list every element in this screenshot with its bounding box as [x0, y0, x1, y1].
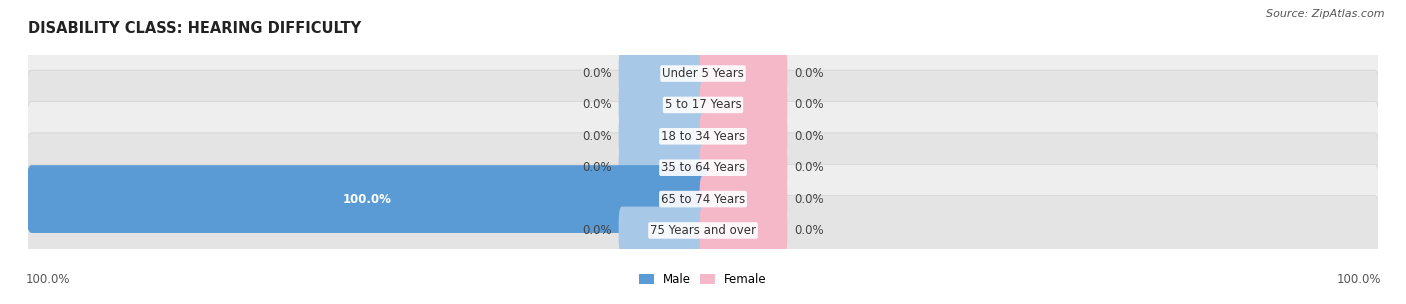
Text: 65 to 74 Years: 65 to 74 Years — [661, 192, 745, 206]
FancyBboxPatch shape — [700, 175, 787, 223]
Text: DISABILITY CLASS: HEARING DIFFICULTY: DISABILITY CLASS: HEARING DIFFICULTY — [28, 21, 361, 36]
FancyBboxPatch shape — [27, 70, 1379, 140]
FancyBboxPatch shape — [27, 102, 1379, 171]
Text: 0.0%: 0.0% — [794, 161, 824, 174]
Text: 18 to 34 Years: 18 to 34 Years — [661, 130, 745, 143]
Text: 75 Years and over: 75 Years and over — [650, 224, 756, 237]
FancyBboxPatch shape — [619, 207, 706, 254]
Text: 5 to 17 Years: 5 to 17 Years — [665, 98, 741, 112]
Text: 0.0%: 0.0% — [794, 130, 824, 143]
FancyBboxPatch shape — [700, 112, 787, 160]
Text: 0.0%: 0.0% — [582, 161, 612, 174]
FancyBboxPatch shape — [700, 50, 787, 97]
FancyBboxPatch shape — [619, 81, 706, 129]
Text: 0.0%: 0.0% — [794, 224, 824, 237]
FancyBboxPatch shape — [700, 207, 787, 254]
Legend: Male, Female: Male, Female — [640, 273, 766, 286]
FancyBboxPatch shape — [700, 144, 787, 192]
FancyBboxPatch shape — [27, 165, 709, 233]
Text: Under 5 Years: Under 5 Years — [662, 67, 744, 80]
FancyBboxPatch shape — [619, 144, 706, 192]
FancyBboxPatch shape — [27, 164, 1379, 234]
FancyBboxPatch shape — [27, 195, 1379, 265]
Text: 100.0%: 100.0% — [25, 273, 70, 286]
FancyBboxPatch shape — [27, 39, 1379, 109]
Text: 0.0%: 0.0% — [582, 67, 612, 80]
Text: 100.0%: 100.0% — [343, 192, 392, 206]
FancyBboxPatch shape — [619, 112, 706, 160]
Text: 0.0%: 0.0% — [582, 224, 612, 237]
Text: 0.0%: 0.0% — [794, 67, 824, 80]
Text: 0.0%: 0.0% — [794, 98, 824, 112]
Text: 0.0%: 0.0% — [582, 98, 612, 112]
Text: 0.0%: 0.0% — [794, 192, 824, 206]
Text: 100.0%: 100.0% — [1336, 273, 1381, 286]
FancyBboxPatch shape — [27, 133, 1379, 202]
FancyBboxPatch shape — [619, 50, 706, 97]
Text: 0.0%: 0.0% — [582, 130, 612, 143]
Text: 35 to 64 Years: 35 to 64 Years — [661, 161, 745, 174]
Text: Source: ZipAtlas.com: Source: ZipAtlas.com — [1267, 9, 1385, 19]
FancyBboxPatch shape — [700, 81, 787, 129]
